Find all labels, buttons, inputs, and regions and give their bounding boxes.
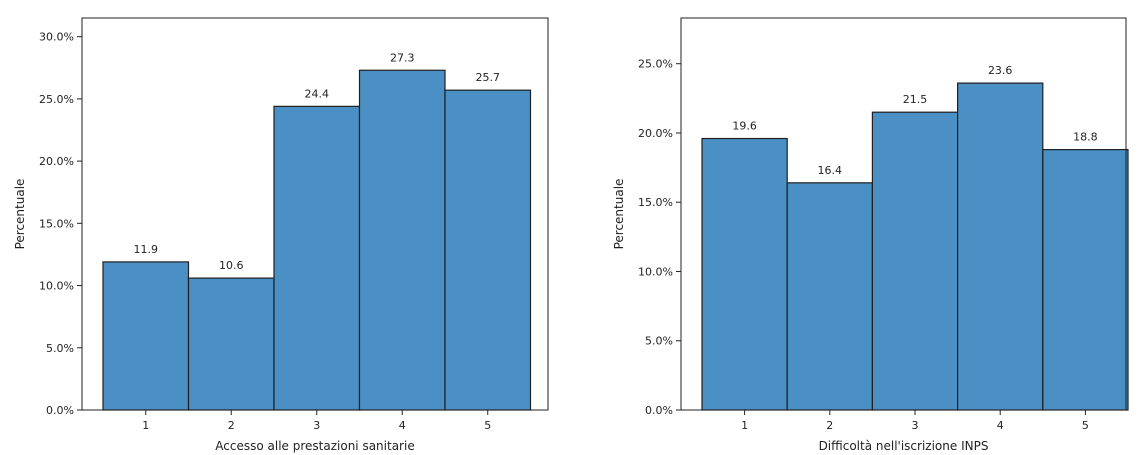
chart-1-ytick-label-2: 10.0% xyxy=(39,280,74,293)
chart-1-xtick-label-3: 3 xyxy=(313,419,320,432)
chart-2-bar-label-2: 16.4 xyxy=(818,164,843,177)
chart-2-bar-label-4: 23.6 xyxy=(988,64,1013,77)
chart-2-ytick-label-1: 5.0% xyxy=(645,335,673,348)
chart-2-bar-3 xyxy=(871,111,959,411)
chart-2-plot-frame xyxy=(680,17,1127,411)
chart-2-ytick-label-5: 25.0% xyxy=(638,58,673,71)
chart-1-ytick-label-3: 15.0% xyxy=(39,217,74,230)
chart-2-bar-label-1: 19.6 xyxy=(732,120,757,133)
chart-2-y-axis-label: Percentuale xyxy=(612,179,626,250)
chart-2-ytick-label-2: 10.0% xyxy=(638,265,673,278)
chart-2-bar-1 xyxy=(701,137,788,411)
chart-1-bar-5 xyxy=(444,89,532,411)
chart-2-xtick-label-1: 1 xyxy=(741,419,748,432)
chart-1-y-axis-label: Percentuale xyxy=(13,179,27,250)
chart-1-bar-3 xyxy=(273,105,361,411)
chart-1-bar-4 xyxy=(358,69,446,411)
chart-2-xtick-label-2: 2 xyxy=(826,419,833,432)
chart-1-xtick-label-1: 1 xyxy=(142,419,149,432)
chart-2-xtick-label-4: 4 xyxy=(997,419,1004,432)
chart-1-x-axis-label: Accesso alle prestazioni sanitarie xyxy=(215,439,414,453)
chart-1-bar-label-2: 10.6 xyxy=(219,259,244,272)
chart-1-xtick-label-5: 5 xyxy=(484,419,491,432)
chart-1-xtick-label-2: 2 xyxy=(228,419,235,432)
chart-1-plot-frame xyxy=(81,17,549,411)
chart-2-bar-label-5: 18.8 xyxy=(1073,131,1098,144)
chart-2-bar-4 xyxy=(956,82,1044,411)
chart-2-x-axis-label: Difficoltà nell'iscrizione INPS xyxy=(819,439,989,453)
chart-2-ytick-label-0: 0.0% xyxy=(645,404,673,417)
chart-1-xtick-label-4: 4 xyxy=(399,419,406,432)
chart-1-bar-label-4: 27.3 xyxy=(390,51,415,64)
chart-2-ytick-label-4: 20.0% xyxy=(638,127,673,140)
chart-2-bar-2 xyxy=(786,182,874,411)
chart-1-bar-label-3: 24.4 xyxy=(305,87,330,100)
chart-1-ytick-label-6: 30.0% xyxy=(39,31,74,44)
chart-1-bar-1 xyxy=(102,261,190,411)
chart-1-ytick-label-4: 20.0% xyxy=(39,155,74,168)
chart-2-bar-label-3: 21.5 xyxy=(903,93,928,106)
chart-1-ytick-label-1: 5.0% xyxy=(46,342,74,355)
chart-2-xtick-label-3: 3 xyxy=(912,419,919,432)
chart-1-bar-label-1: 11.9 xyxy=(134,243,159,256)
chart-1-ytick-label-5: 25.0% xyxy=(39,93,74,106)
chart-1-bar-2 xyxy=(187,277,275,411)
chart-2-xtick-label-5: 5 xyxy=(1082,419,1089,432)
chart-1-bar-label-5: 25.7 xyxy=(476,71,501,84)
chart-2-bar-5 xyxy=(1042,148,1129,411)
chart-2-ytick-label-3: 15.0% xyxy=(638,196,673,209)
chart-1-ytick-label-0: 0.0% xyxy=(46,404,74,417)
